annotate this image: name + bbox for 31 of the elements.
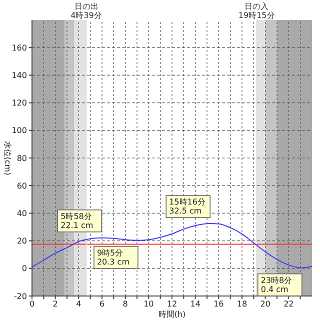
y-axis-title: 水位(cm) <box>2 140 12 176</box>
y-tick-label: -20 <box>14 292 27 301</box>
x-tick-label: 22 <box>284 300 294 309</box>
x-tick-label: 12 <box>166 300 178 309</box>
x-tick-label: 0 <box>29 300 35 309</box>
x-tick-label: 6 <box>99 300 105 309</box>
x-tick-label: 4 <box>76 300 82 309</box>
x-axis-title: 時間(h) <box>158 310 186 319</box>
ref-line-label: 日の入 19時15分 <box>238 2 275 20</box>
y-tick-label: 100 <box>12 126 27 136</box>
x-tick-label: 18 <box>236 300 248 309</box>
x-tick-label: 2 <box>52 300 58 309</box>
annotation: 23時8分 0.4 cm <box>260 276 292 294</box>
y-tick-label: 120 <box>12 98 27 108</box>
x-tick-label: 14 <box>190 300 200 309</box>
ref-line-label: 日の出 4時39分 <box>70 2 102 20</box>
y-tick-label: 40 <box>16 209 27 218</box>
y-tick-label: 160 <box>12 43 27 52</box>
y-tick-label: 80 <box>16 154 27 163</box>
y-tick-label: 0 <box>22 264 27 274</box>
line-series <box>32 223 312 268</box>
annotation: 15時16分 32.5 cm <box>169 198 206 216</box>
x-tick-label: 16 <box>214 300 224 309</box>
x-tick-label: 8 <box>122 300 128 309</box>
x-tick-label: 10 <box>144 300 154 309</box>
annotation: 5時58分 22.1 cm <box>60 212 94 230</box>
x-tick-label: 20 <box>260 300 270 309</box>
y-tick-label: 140 <box>12 71 27 80</box>
annotation: 9時5分 20.3 cm <box>96 248 130 266</box>
y-tick-label: 60 <box>16 181 27 190</box>
y-tick-label: 20 <box>16 236 27 246</box>
